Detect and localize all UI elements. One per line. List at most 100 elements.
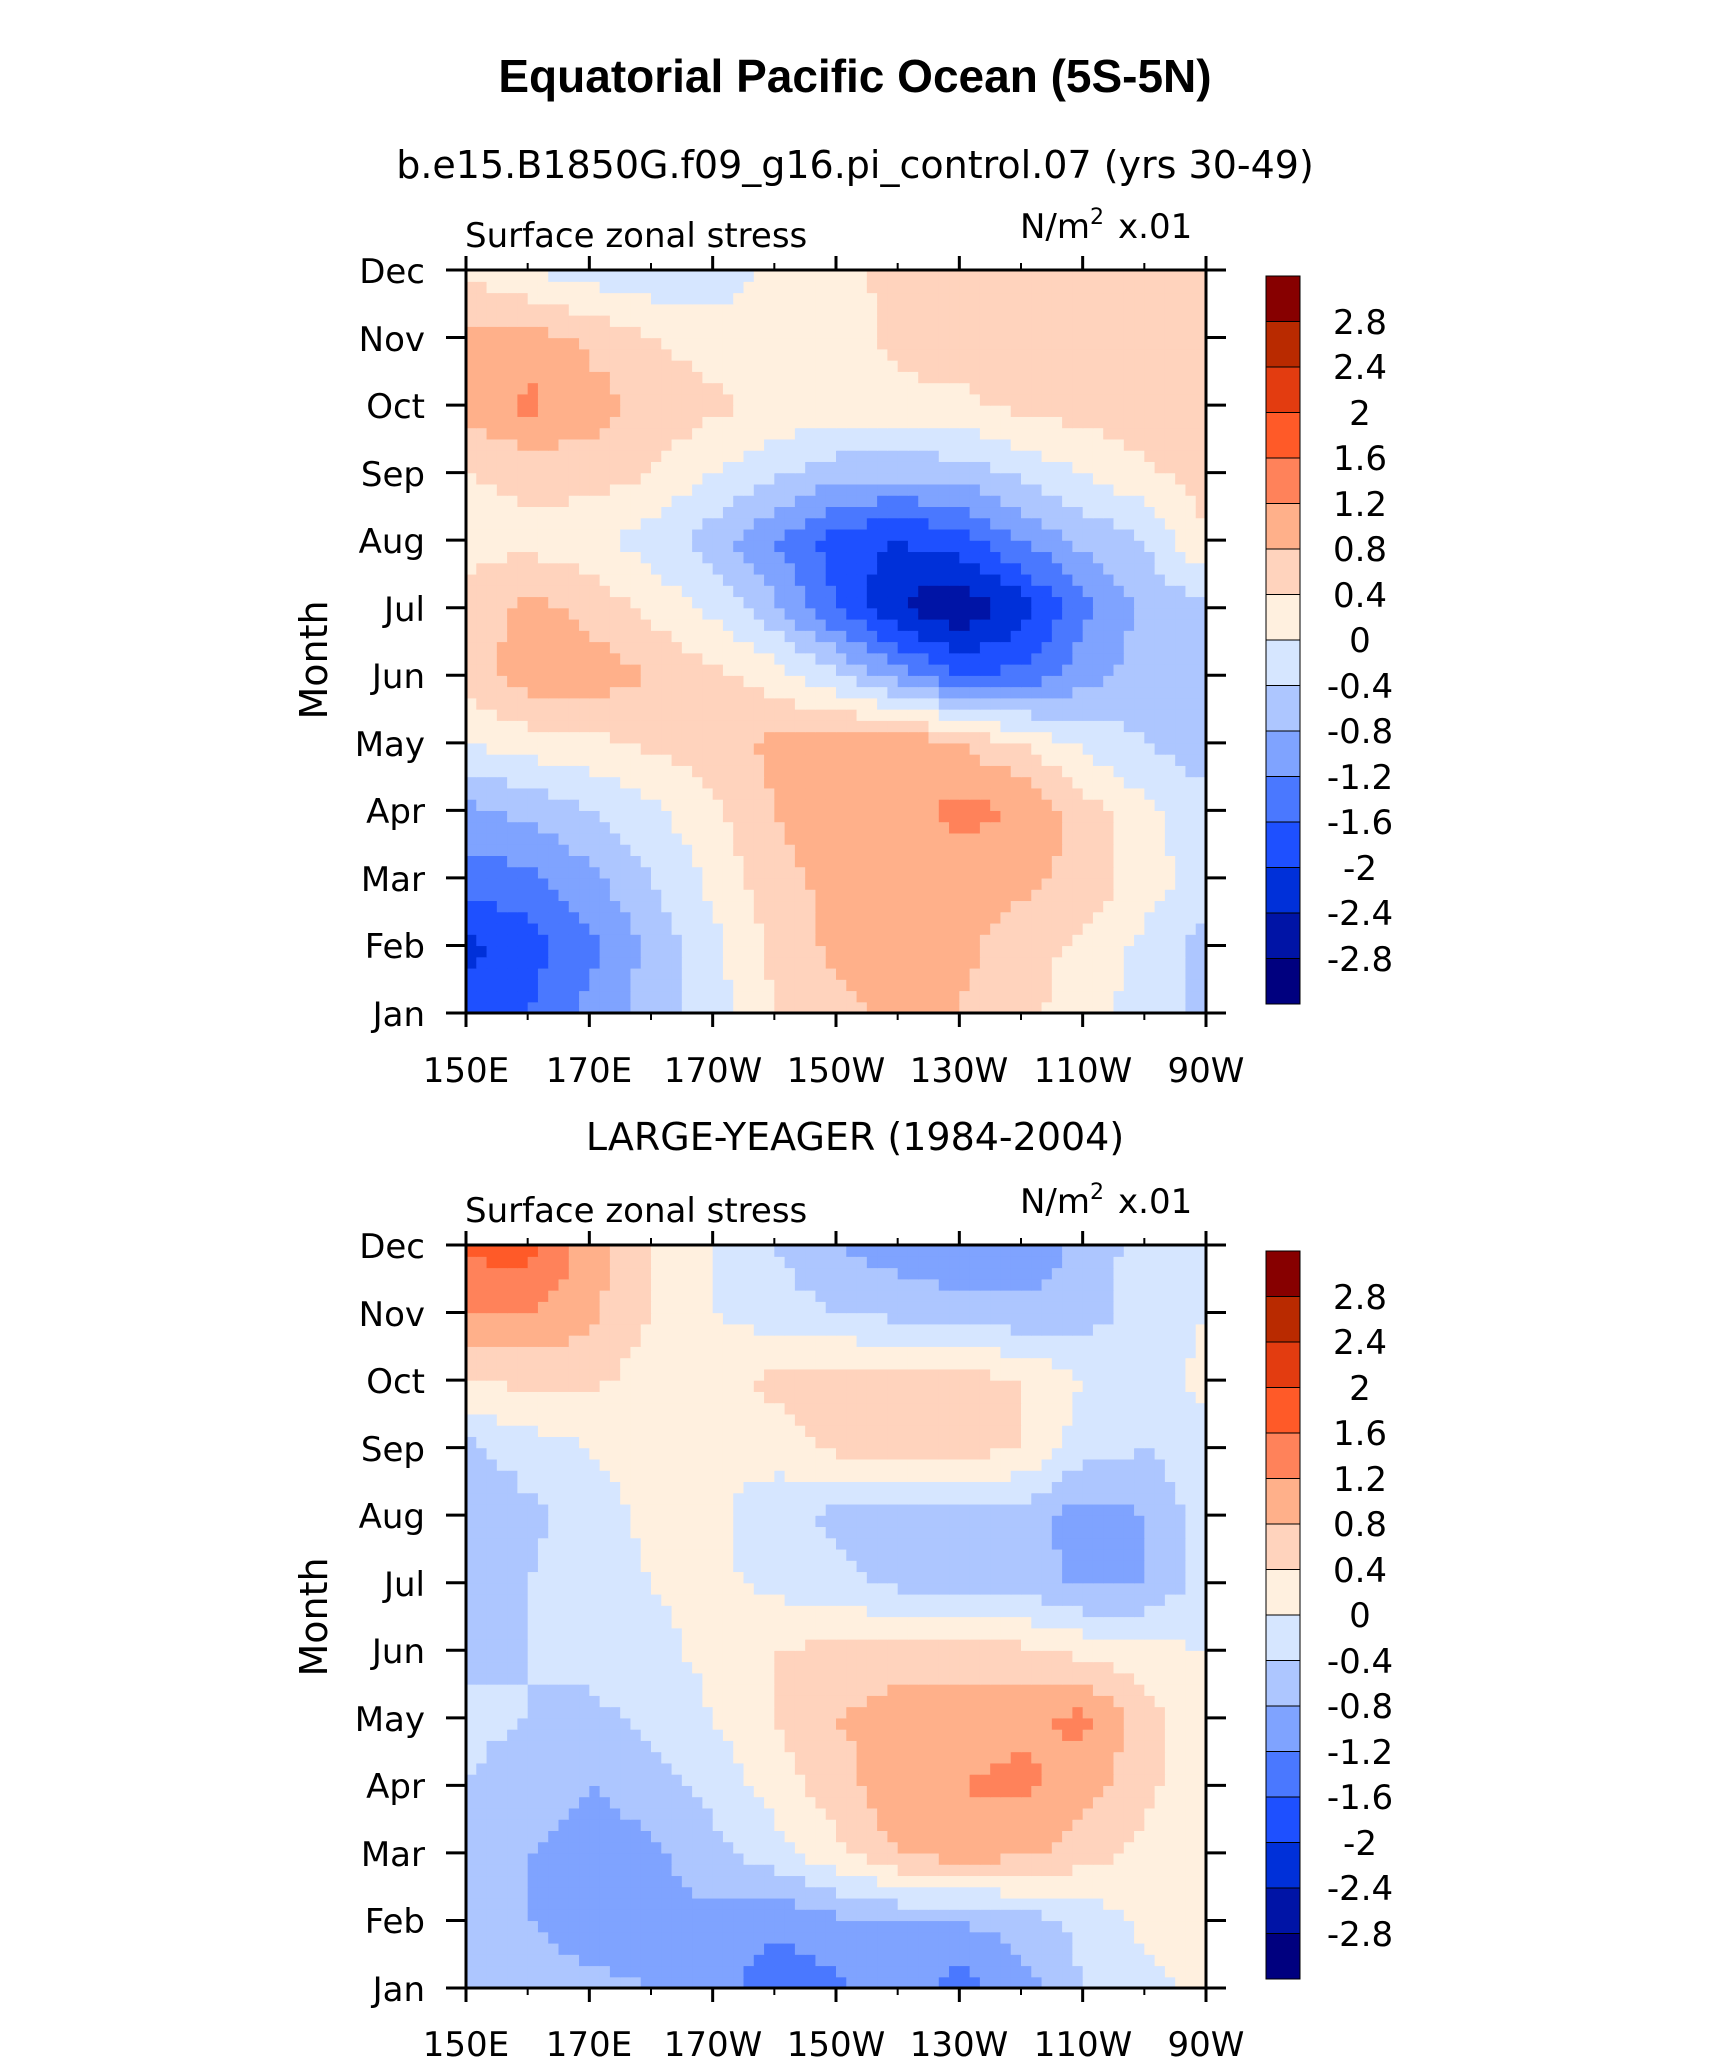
contour-cell xyxy=(743,799,755,811)
contour-cell xyxy=(1041,742,1053,755)
contour-cell xyxy=(764,877,775,890)
contour-cell xyxy=(969,810,981,823)
contour-cell xyxy=(702,979,714,992)
contour-cell xyxy=(794,720,806,733)
contour-cell xyxy=(681,405,693,417)
contour-cell xyxy=(1175,292,1187,305)
contour-cell xyxy=(887,303,899,316)
contour-cell xyxy=(1103,585,1115,598)
contour-cell xyxy=(1000,596,1012,609)
contour-cell xyxy=(1082,641,1094,654)
contour-cell xyxy=(938,810,950,823)
contour-cell xyxy=(1031,540,1043,553)
contour-cell xyxy=(527,517,539,530)
contour-cell xyxy=(548,281,560,294)
contour-cell xyxy=(548,799,560,811)
contour-cell xyxy=(558,776,570,789)
contour-cell xyxy=(949,956,960,969)
contour-cell xyxy=(866,281,878,294)
contour-cell xyxy=(476,326,488,339)
contour-cell xyxy=(1010,281,1022,294)
contour-cell xyxy=(1062,776,1073,789)
contour-cell xyxy=(722,810,734,823)
contour-cell xyxy=(743,866,755,879)
contour-cell xyxy=(897,315,909,327)
contour-cell xyxy=(733,967,745,980)
contour-cell xyxy=(887,832,899,845)
contour-cell xyxy=(609,956,621,969)
contour-cell xyxy=(990,551,1002,564)
contour-cell xyxy=(1134,506,1145,519)
contour-cell xyxy=(558,956,570,969)
contour-cell xyxy=(712,934,724,947)
contour-cell xyxy=(897,337,909,350)
contour-cell xyxy=(1113,832,1125,845)
contour-cell xyxy=(1113,1001,1125,1014)
contour-cell xyxy=(1041,382,1053,395)
contour-cell xyxy=(1123,776,1135,789)
contour-cell xyxy=(1134,270,1145,282)
contour-cell xyxy=(866,686,878,699)
contour-cell xyxy=(671,461,683,474)
colorbar-box xyxy=(1265,730,1301,777)
contour-cell xyxy=(1113,292,1125,305)
colorbar-box xyxy=(1265,912,1301,959)
contour-cell xyxy=(476,630,488,643)
contour-cell xyxy=(1144,326,1156,339)
contour-cell xyxy=(568,967,580,980)
contour-cell xyxy=(1082,461,1094,474)
contour-cell xyxy=(733,652,745,665)
contour-cell xyxy=(466,393,477,406)
contour-cell xyxy=(1154,855,1166,868)
contour-cell xyxy=(805,630,817,643)
contour-cell xyxy=(702,641,714,654)
contour-cell xyxy=(1072,709,1084,721)
contour-cell xyxy=(548,506,560,519)
contour-cell xyxy=(671,889,683,902)
contour-cell xyxy=(1010,450,1022,462)
contour-cell xyxy=(558,922,570,935)
colorbar-box xyxy=(1265,275,1301,322)
contour-cell xyxy=(897,562,909,575)
contour-cell xyxy=(1062,326,1073,339)
contour-cell xyxy=(887,754,899,766)
contour-cell xyxy=(1010,979,1022,992)
contour-cell xyxy=(815,607,827,620)
contour-cell xyxy=(743,652,755,665)
contour-cell xyxy=(1051,528,1063,541)
contour-cell xyxy=(722,540,734,553)
panel-1-units-label: N/m2 x.01 xyxy=(1020,205,1192,247)
contour-cell xyxy=(466,416,477,429)
contour-cell xyxy=(1195,506,1207,519)
panel-2-title: LARGE-YEAGER (1984-2004) xyxy=(586,1115,1124,1159)
contour-cell xyxy=(548,664,560,676)
contour-cell xyxy=(743,517,755,530)
contour-cell xyxy=(990,742,1002,755)
contour-cell xyxy=(1051,709,1063,721)
contour-cell xyxy=(527,360,539,372)
contour-cell xyxy=(805,1001,817,1014)
contour-cell xyxy=(671,438,683,451)
contour-cell xyxy=(794,303,806,316)
contour-cell xyxy=(897,618,909,631)
contour-cell xyxy=(630,967,642,980)
contour-cell xyxy=(1164,596,1176,609)
contour-cell xyxy=(620,821,632,834)
contour-cell xyxy=(558,405,570,417)
contour-cell xyxy=(846,686,858,699)
contour-cell xyxy=(1185,855,1197,868)
contour-cell xyxy=(979,607,991,620)
contour-cell xyxy=(496,438,508,451)
contour-cell xyxy=(938,641,950,654)
contour-cell xyxy=(1000,270,1012,282)
contour-cell xyxy=(1062,427,1073,440)
contour-cell xyxy=(1092,709,1104,721)
contour-cell xyxy=(897,911,909,924)
contour-cell xyxy=(651,371,662,384)
contour-cell xyxy=(794,551,806,564)
contour-cell xyxy=(589,315,601,327)
contour-cell xyxy=(1195,934,1207,947)
contour-cell xyxy=(1185,720,1197,733)
contour-cell xyxy=(681,562,693,575)
contour-cell xyxy=(630,562,642,575)
